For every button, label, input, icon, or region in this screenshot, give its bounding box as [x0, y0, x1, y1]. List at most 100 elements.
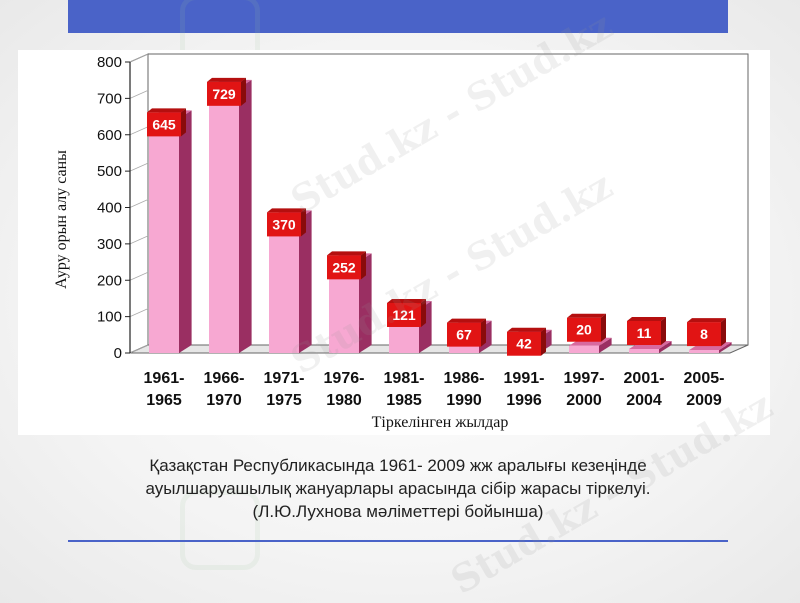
bar-front — [149, 118, 179, 353]
value-label-box — [687, 322, 721, 347]
value-label-box-top — [687, 318, 726, 323]
y-tick-label: 800 — [97, 54, 122, 71]
gridline — [129, 308, 149, 317]
bar: 11 — [627, 316, 672, 353]
x-tick-label: 1996 — [506, 392, 542, 409]
x-tick-label: 2005- — [684, 370, 725, 387]
chart-panel: 645 729 370 252 121 67 42 20 11 8 0 100 200 300 400 50… — [18, 50, 770, 435]
y-tick-label: 500 — [97, 163, 122, 180]
value-label-box — [267, 212, 301, 237]
value-label-box — [207, 81, 241, 106]
caption-line: (Л.Ю.Лухнова мәліметтері бойынша) — [252, 502, 544, 521]
caption: Қазақстан Республикасында 1961- 2009 жж … — [68, 454, 728, 523]
x-tick-label: 1970 — [206, 392, 242, 409]
x-tick-label: 1961- — [144, 370, 185, 387]
x-tick-label: 2000 — [566, 392, 602, 409]
value-label-box — [147, 112, 181, 137]
bar-chart: 645 729 370 252 121 67 42 20 11 8 0 100 200 300 400 50… — [53, 53, 749, 431]
x-tick-label: 1976- — [324, 370, 365, 387]
chart-grid — [129, 53, 149, 354]
bar-front — [569, 345, 599, 353]
gridline — [129, 126, 149, 136]
chart-bars: 645 729 370 252 121 67 42 20 11 8 — [147, 77, 732, 356]
value-label: 370 — [272, 216, 296, 232]
value-label: 42 — [516, 336, 532, 352]
value-label-box-side — [601, 313, 606, 342]
caption-line: ауылшаруашылық жануарлары арасында сібір… — [145, 479, 651, 498]
value-label-box-side — [661, 316, 666, 345]
value-label-box-top — [207, 77, 246, 82]
x-tick-label: 2004 — [626, 392, 662, 409]
value-label-box-top — [387, 298, 426, 303]
value-label-box-top — [147, 108, 186, 113]
gridline — [129, 53, 149, 63]
x-tick-label: 1980 — [326, 392, 362, 409]
value-label-box-side — [301, 208, 306, 237]
x-tick-label: 2009 — [686, 392, 722, 409]
gridline — [129, 162, 149, 172]
value-label-box-side — [241, 77, 246, 106]
y-tick-label: 200 — [97, 272, 122, 289]
bar-front — [209, 87, 239, 354]
value-label-box-top — [567, 313, 606, 318]
header-band — [68, 0, 728, 33]
value-label: 67 — [456, 327, 472, 343]
bar: 252 — [327, 251, 372, 353]
x-tick-label: 2001- — [624, 370, 665, 387]
bar: 121 — [387, 298, 432, 353]
value-label: 11 — [637, 325, 652, 341]
value-label-box-top — [447, 318, 486, 323]
bar-side — [719, 342, 732, 353]
x-tick-label: 1981- — [384, 370, 425, 387]
y-tick-label: 100 — [97, 309, 122, 326]
gridline — [129, 271, 149, 281]
value-label-box — [447, 322, 481, 347]
value-label-box-top — [327, 251, 366, 256]
bar: 370 — [267, 208, 312, 353]
bar-side — [239, 79, 252, 354]
bar-front — [689, 350, 719, 353]
gridline — [129, 235, 149, 245]
value-label: 121 — [392, 307, 416, 323]
value-label-box — [507, 331, 541, 356]
x-tick-label: 1986- — [444, 370, 485, 387]
value-label-box-side — [481, 318, 486, 347]
value-label-box — [387, 302, 421, 327]
x-tick-label: 1990 — [446, 392, 482, 409]
bar-front — [629, 348, 659, 353]
y-axis-ticks: 0 100 200 300 400 500 600 700 800 — [97, 54, 131, 362]
caption-line: Қазақстан Республикасында 1961- 2009 жж … — [149, 456, 647, 475]
bar-side — [179, 110, 192, 353]
gridline — [129, 199, 149, 208]
x-tick-label: 1997- — [564, 370, 605, 387]
value-label: 645 — [152, 116, 176, 132]
value-label: 20 — [576, 322, 592, 338]
value-label-box-top — [507, 327, 546, 332]
value-label-box-top — [627, 316, 666, 321]
y-tick-label: 600 — [97, 127, 122, 144]
y-tick-label: 300 — [97, 236, 122, 253]
bar-side — [659, 340, 672, 353]
bar: 729 — [207, 77, 252, 354]
value-label-box-side — [421, 298, 426, 327]
x-tick-label: 1966- — [204, 370, 245, 387]
x-tick-label: 1991- — [504, 370, 545, 387]
bar-side — [599, 337, 612, 353]
bar-front — [269, 218, 299, 353]
x-tick-label: 1965 — [146, 392, 182, 409]
x-axis-title: Тіркелінген жылдар — [372, 414, 509, 431]
gridline — [129, 90, 149, 99]
bar: 20 — [567, 313, 612, 353]
x-tick-label: 1985 — [386, 392, 422, 409]
y-tick-label: 700 — [97, 90, 122, 107]
bar: 42 — [507, 327, 552, 356]
y-axis-title: Ауру орын алу саны — [53, 150, 70, 289]
value-label-box-side — [541, 327, 546, 356]
value-label-box — [327, 255, 361, 280]
value-label: 252 — [332, 259, 356, 275]
bar-side — [299, 210, 312, 353]
gridline — [129, 344, 149, 354]
bar: 67 — [447, 318, 492, 353]
value-label-box — [627, 320, 661, 345]
value-label-box-side — [181, 108, 186, 137]
